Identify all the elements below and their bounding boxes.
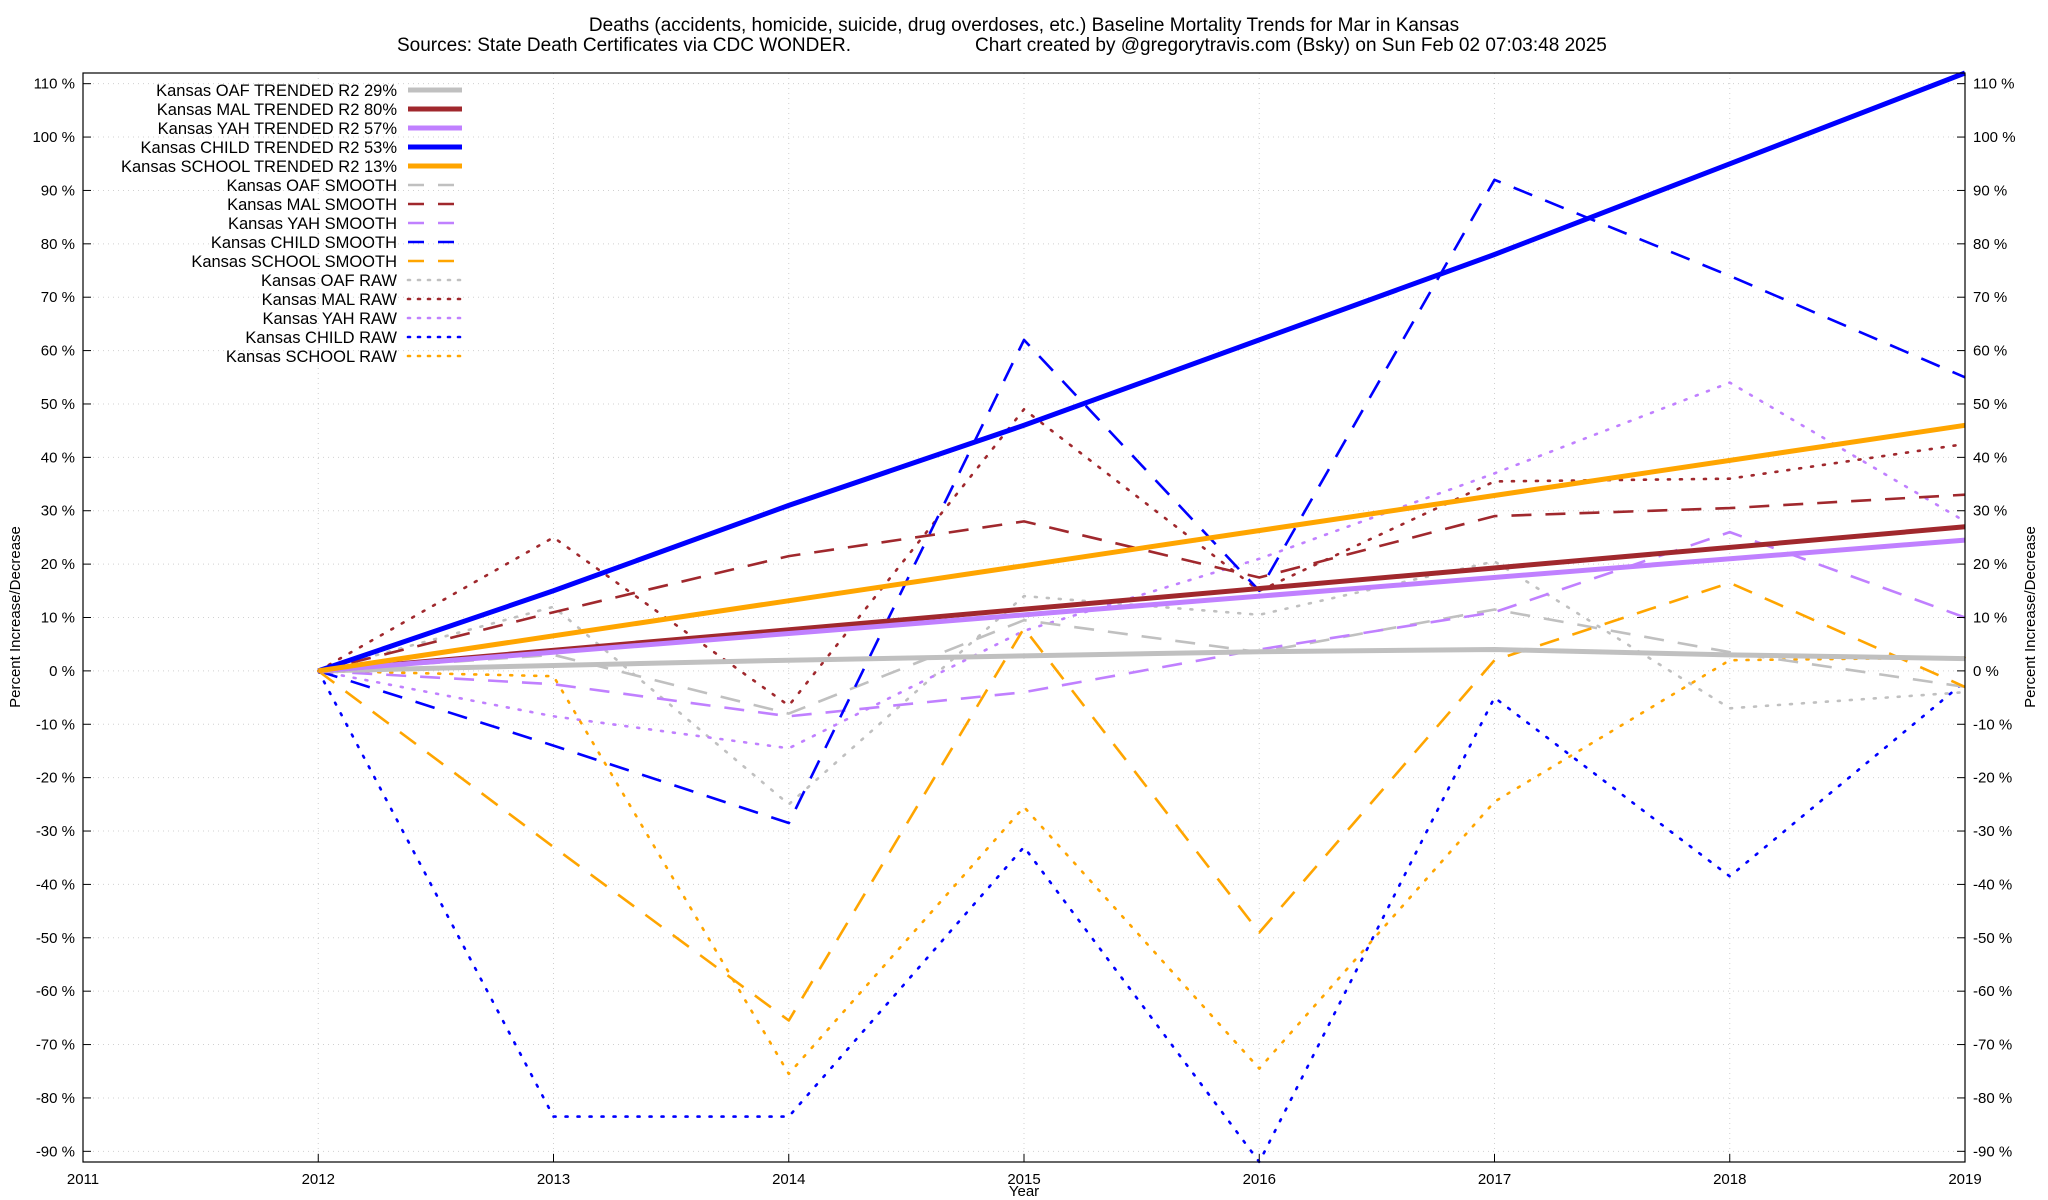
y-tick-label-left: -70 % bbox=[36, 1037, 75, 1054]
legend-label-kansas-school-trended: Kansas SCHOOL TRENDED R2 13% bbox=[121, 158, 397, 176]
series-line-kansas-school-raw bbox=[316, 656, 1967, 1076]
y-tick-label-right: -60 % bbox=[1973, 983, 2012, 1000]
y-tick-label-right: 0 % bbox=[1973, 663, 1999, 680]
chart-subtitle-sources: Sources: State Death Certificates via CD… bbox=[397, 35, 851, 56]
y-tick-label-left: -80 % bbox=[36, 1090, 75, 1107]
y-tick-label-left: 60 % bbox=[41, 343, 75, 360]
legend-label-kansas-school-smooth: Kansas SCHOOL SMOOTH bbox=[191, 253, 397, 271]
chart-subtitle-credit: Chart created by @gregorytravis.com (Bsk… bbox=[975, 35, 1607, 56]
y-tick-label-left: 70 % bbox=[41, 289, 75, 306]
legend-label-kansas-oaf-raw: Kansas OAF RAW bbox=[261, 272, 397, 290]
y-tick-label-left: -20 % bbox=[36, 770, 75, 787]
legend-label-kansas-mal-trended: Kansas MAL TRENDED R2 80% bbox=[157, 101, 398, 119]
series-line-kansas-school-trended bbox=[317, 422, 1966, 674]
series-layer bbox=[316, 70, 1967, 1164]
x-tick-label: 2014 bbox=[772, 1171, 805, 1188]
y-tick-label-right: 50 % bbox=[1973, 396, 2007, 413]
x-tick-label: 2015 bbox=[1007, 1171, 1040, 1188]
legend-label-kansas-yah-trended: Kansas YAH TRENDED R2 57% bbox=[158, 120, 398, 138]
y-tick-label-right: -40 % bbox=[1973, 876, 2012, 893]
legend-label-kansas-yah-raw: Kansas YAH RAW bbox=[263, 310, 398, 328]
y-tick-label-right: 90 % bbox=[1973, 182, 2007, 199]
y-tick-label-right: -10 % bbox=[1973, 716, 2012, 733]
y-tick-label-left: -90 % bbox=[36, 1143, 75, 1160]
legend-label-kansas-child-smooth: Kansas CHILD SMOOTH bbox=[211, 234, 397, 252]
y-tick-label-right: -30 % bbox=[1973, 823, 2012, 840]
series-line-kansas-yah-raw bbox=[316, 381, 1967, 750]
y-tick-label-left: 50 % bbox=[41, 396, 75, 413]
x-tick-label: 2018 bbox=[1713, 1171, 1746, 1188]
y-tick-label-right: 30 % bbox=[1973, 503, 2007, 520]
x-axis-label: Year bbox=[1009, 1183, 1039, 1200]
y-tick-label-right: -70 % bbox=[1973, 1037, 2012, 1054]
y-tick-label-right: -90 % bbox=[1973, 1143, 2012, 1160]
y-tick-label-left: 40 % bbox=[41, 449, 75, 466]
y-tick-label-left: 10 % bbox=[41, 610, 75, 627]
x-tick-label: 2013 bbox=[537, 1171, 570, 1188]
series-line-kansas-child-trended bbox=[317, 70, 1966, 674]
series-line-kansas-mal-smooth bbox=[317, 493, 1966, 673]
y-tick-label-right: 10 % bbox=[1973, 610, 2007, 627]
axis-ticks: 2011 2012 2013 2014 2015 2016 2017 2018 2019 -90 … bbox=[32, 76, 2015, 1188]
grid-lines bbox=[83, 73, 1965, 1162]
y-tick-label-right: 110 % bbox=[1973, 76, 2014, 93]
y-tick-label-left: 0 % bbox=[49, 663, 75, 680]
y-tick-label-right: 60 % bbox=[1973, 343, 2007, 360]
legend-label-kansas-yah-smooth: Kansas YAH SMOOTH bbox=[228, 215, 397, 233]
legend-label-kansas-child-raw: Kansas CHILD RAW bbox=[245, 329, 397, 347]
series-line-kansas-school-smooth bbox=[317, 581, 1966, 1022]
y-axis-label-left: Percent Increase/Decrease bbox=[7, 526, 24, 708]
y-tick-label-right: -80 % bbox=[1973, 1090, 2012, 1107]
series-line-kansas-child-smooth bbox=[317, 178, 1966, 825]
y-axis-label-right: Percent Increase/Decrease bbox=[2022, 526, 2039, 708]
series-line-kansas-oaf-trended bbox=[318, 647, 1966, 674]
y-tick-label-left: 80 % bbox=[41, 236, 75, 253]
y-tick-label-left: 90 % bbox=[41, 182, 75, 199]
y-tick-label-left: 110 % bbox=[34, 76, 75, 93]
y-tick-label-left: -60 % bbox=[36, 983, 75, 1000]
series-line-kansas-yah-trended bbox=[318, 537, 1966, 674]
x-tick-label: 2017 bbox=[1478, 1171, 1511, 1188]
legend-label-kansas-mal-smooth: Kansas MAL SMOOTH bbox=[227, 196, 397, 214]
chart-title: Deaths (accidents, homicide, suicide, dr… bbox=[589, 15, 1459, 36]
x-tick-label: 2012 bbox=[302, 1171, 335, 1188]
legend-label-kansas-child-trended: Kansas CHILD TRENDED R2 53% bbox=[141, 139, 398, 157]
y-tick-label-right: 40 % bbox=[1973, 449, 2007, 466]
legend-label-kansas-oaf-trended: Kansas OAF TRENDED R2 29% bbox=[156, 82, 397, 100]
y-tick-label-right: 80 % bbox=[1973, 236, 2007, 253]
legend-label-kansas-mal-raw: Kansas MAL RAW bbox=[262, 291, 398, 309]
y-tick-label-right: 70 % bbox=[1973, 289, 2007, 306]
x-tick-label: 2011 bbox=[67, 1171, 99, 1188]
x-tick-label: 2016 bbox=[1243, 1171, 1276, 1188]
y-tick-label-left: -50 % bbox=[36, 930, 75, 947]
y-tick-label-right: -50 % bbox=[1973, 930, 2012, 947]
y-tick-label-left: 100 % bbox=[32, 129, 75, 146]
y-tick-label-left: 30 % bbox=[41, 503, 75, 520]
y-tick-label-right: 20 % bbox=[1973, 556, 2007, 573]
y-tick-label-right: -20 % bbox=[1973, 770, 2012, 787]
legend: Kansas OAF TRENDED R2 29%Kansas MAL TREN… bbox=[121, 82, 464, 366]
x-tick-label: 2019 bbox=[1948, 1171, 1981, 1188]
y-tick-label-right: 100 % bbox=[1973, 129, 2016, 146]
series-line-kansas-child-raw bbox=[316, 669, 1967, 1164]
legend-label-kansas-oaf-smooth: Kansas OAF SMOOTH bbox=[226, 177, 397, 195]
legend-label-kansas-school-raw: Kansas SCHOOL RAW bbox=[226, 348, 398, 366]
y-tick-label-left: -30 % bbox=[36, 823, 75, 840]
y-tick-label-left: -10 % bbox=[36, 716, 75, 733]
y-tick-label-left: 20 % bbox=[41, 556, 75, 573]
series-line-kansas-yah-smooth bbox=[318, 530, 1966, 718]
y-tick-label-left: -40 % bbox=[36, 876, 75, 893]
